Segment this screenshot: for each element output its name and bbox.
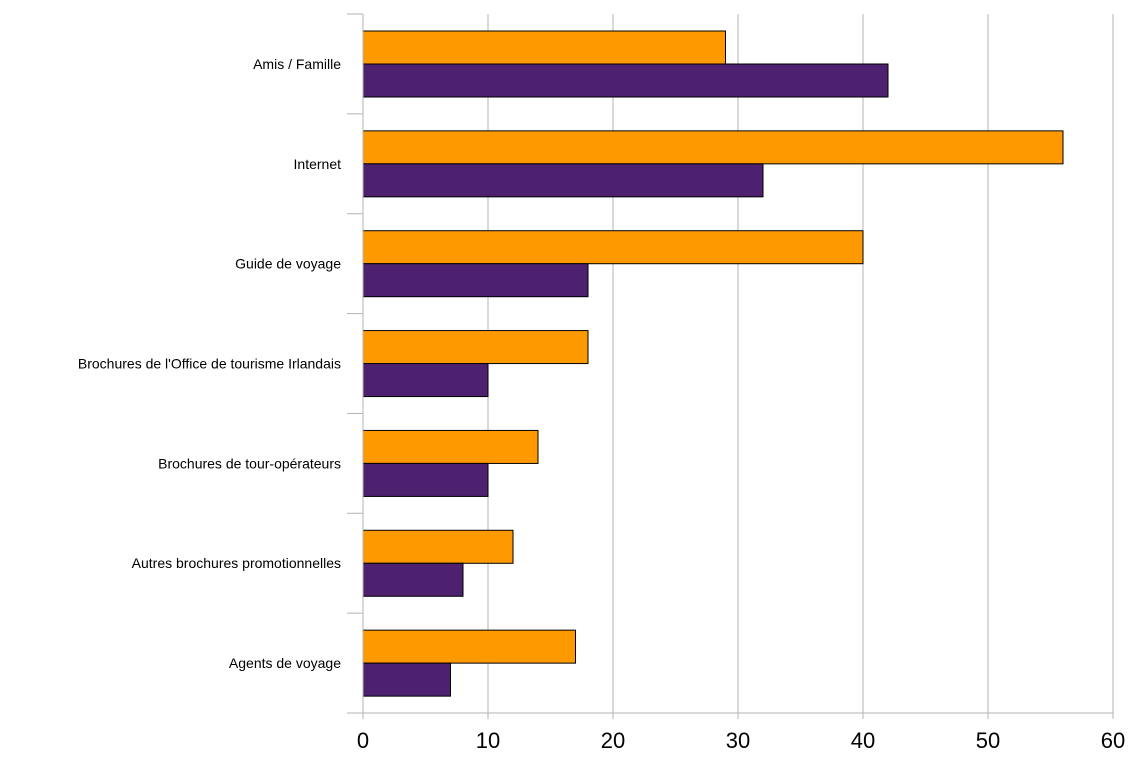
bar-series-1 bbox=[362, 529, 514, 564]
x-tick-label: 0 bbox=[357, 728, 369, 753]
bar-series-2 bbox=[362, 562, 464, 597]
bar-series-2 bbox=[362, 263, 589, 298]
bar-series-2 bbox=[362, 63, 889, 98]
bar-series-2 bbox=[362, 662, 451, 697]
bar-series-1 bbox=[362, 30, 726, 65]
bar-series-1 bbox=[362, 130, 1064, 165]
bar-series-1 bbox=[362, 330, 589, 365]
bar-series-2 bbox=[362, 363, 489, 398]
category-label: Internet bbox=[294, 156, 342, 172]
category-label: Autres brochures promotionnelles bbox=[132, 555, 341, 571]
x-tick-label: 30 bbox=[726, 728, 750, 753]
x-tick-label: 40 bbox=[851, 728, 875, 753]
bar-series-1 bbox=[362, 629, 576, 664]
bar-series-1 bbox=[362, 429, 539, 464]
category-label: Agents de voyage bbox=[229, 655, 341, 671]
bar-series-2 bbox=[362, 163, 764, 198]
category-label: Brochures de l'Office de tourisme Irland… bbox=[78, 356, 341, 372]
x-tick-label: 50 bbox=[976, 728, 1000, 753]
labels: 0 10 20 30 40 50 60 Amis / Famille Internet Guide… bbox=[78, 56, 1125, 753]
category-label: Amis / Famille bbox=[253, 56, 341, 72]
category-label: Guide de voyage bbox=[235, 256, 341, 272]
bar-series-2 bbox=[362, 462, 489, 497]
x-tick-label: 20 bbox=[601, 728, 625, 753]
bars bbox=[362, 30, 1064, 697]
axes bbox=[347, 13, 1114, 719]
x-tick-label: 10 bbox=[476, 728, 500, 753]
category-label: Brochures de tour-opérateurs bbox=[158, 455, 341, 471]
x-tick-label: 60 bbox=[1101, 728, 1125, 753]
bar-series-1 bbox=[362, 230, 864, 265]
